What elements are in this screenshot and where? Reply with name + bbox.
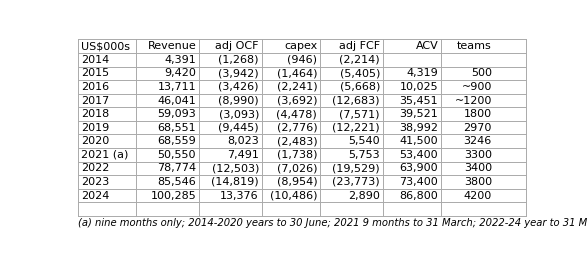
Text: (12,503): (12,503) [211,163,259,173]
Text: 10,025: 10,025 [400,82,438,92]
Text: 2024: 2024 [80,190,109,201]
Text: 5,753: 5,753 [348,150,380,160]
Text: adj OCF: adj OCF [215,41,259,51]
Text: (2,241): (2,241) [276,82,317,92]
Text: 4,319: 4,319 [406,68,438,78]
Text: ~900: ~900 [461,82,492,92]
Text: 68,551: 68,551 [157,123,196,133]
Text: (23,773): (23,773) [332,177,380,187]
Text: 38,992: 38,992 [399,123,438,133]
Text: adj FCF: adj FCF [339,41,380,51]
Text: 2970: 2970 [464,123,492,133]
Text: 100,285: 100,285 [150,190,196,201]
Text: (14,819): (14,819) [211,177,259,187]
Text: 3300: 3300 [464,150,492,160]
Text: 35,451: 35,451 [400,95,438,105]
Text: 53,400: 53,400 [400,150,438,160]
Text: (8,990): (8,990) [218,95,259,105]
Text: 86,800: 86,800 [399,190,438,201]
Text: 13,376: 13,376 [220,190,259,201]
Text: 2023: 2023 [80,177,109,187]
Text: 46,041: 46,041 [157,95,196,105]
Text: 500: 500 [471,68,492,78]
Text: (12,683): (12,683) [332,95,380,105]
Text: 2017: 2017 [80,95,109,105]
Text: (1,268): (1,268) [218,55,259,65]
Text: 3400: 3400 [464,163,492,173]
Text: (5,405): (5,405) [339,68,380,78]
Text: (2,483): (2,483) [276,136,317,146]
Text: 4200: 4200 [464,190,492,201]
Text: (7,571): (7,571) [339,109,380,119]
Text: (3,093): (3,093) [218,109,259,119]
Text: 2018: 2018 [80,109,109,119]
Text: 7,491: 7,491 [227,150,259,160]
Text: ACV: ACV [416,41,438,51]
Text: 39,521: 39,521 [399,109,438,119]
Text: 50,550: 50,550 [158,150,196,160]
Text: (946): (946) [287,55,317,65]
Text: (1,464): (1,464) [276,68,317,78]
Text: Revenue: Revenue [147,41,196,51]
Text: 8,023: 8,023 [227,136,259,146]
Text: 2014: 2014 [80,55,109,65]
Text: 2020: 2020 [80,136,109,146]
Text: 3800: 3800 [464,177,492,187]
Text: 85,546: 85,546 [157,177,196,187]
Text: 13,711: 13,711 [157,82,196,92]
Text: 2019: 2019 [80,123,109,133]
Text: 5,540: 5,540 [348,136,380,146]
Text: (3,426): (3,426) [218,82,259,92]
Text: 2015: 2015 [80,68,109,78]
Text: (a) nine months only; 2014-2020 years to 30 June; 2021 9 months to 31 March; 202: (a) nine months only; 2014-2020 years to… [78,218,587,228]
Text: 2022: 2022 [80,163,109,173]
Text: 9,420: 9,420 [164,68,196,78]
Text: 2,890: 2,890 [348,190,380,201]
Text: 4,391: 4,391 [164,55,196,65]
Text: 59,093: 59,093 [157,109,196,119]
Text: (2,776): (2,776) [276,123,317,133]
Text: (4,478): (4,478) [276,109,317,119]
Text: 68,559: 68,559 [157,136,196,146]
Text: 73,400: 73,400 [399,177,438,187]
Text: (5,668): (5,668) [339,82,380,92]
Text: (9,445): (9,445) [218,123,259,133]
Text: 78,774: 78,774 [157,163,196,173]
Text: US$000s: US$000s [80,41,130,51]
Text: 2021 (a): 2021 (a) [80,150,128,160]
Text: capex: capex [284,41,317,51]
Text: 2016: 2016 [80,82,109,92]
Text: (10,486): (10,486) [269,190,317,201]
Text: 41,500: 41,500 [400,136,438,146]
Text: (12,221): (12,221) [332,123,380,133]
Text: 3246: 3246 [464,136,492,146]
Text: 63,900: 63,900 [400,163,438,173]
Text: 1800: 1800 [464,109,492,119]
Text: (3,942): (3,942) [218,68,259,78]
Text: (2,214): (2,214) [339,55,380,65]
Text: (19,529): (19,529) [332,163,380,173]
Text: (8,954): (8,954) [276,177,317,187]
Text: (1,738): (1,738) [276,150,317,160]
Text: (3,692): (3,692) [276,95,317,105]
Text: (7,026): (7,026) [276,163,317,173]
Text: ~1200: ~1200 [454,95,492,105]
Text: teams: teams [457,41,492,51]
